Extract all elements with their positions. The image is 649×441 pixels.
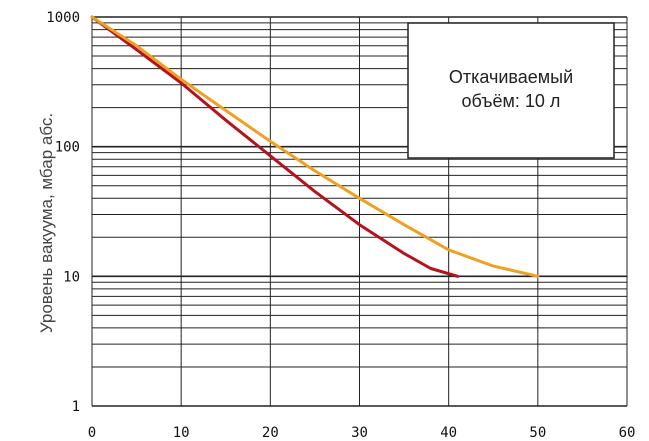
x-tick-label: 50 [529, 425, 546, 441]
y-tick-label: 100 [55, 140, 80, 156]
series-layer [90, 15, 540, 278]
annotation-box: Откачиваемый объём: 10 л [407, 22, 615, 159]
series-line-2 [90, 15, 540, 278]
x-tick-label: 10 [173, 425, 190, 441]
x-tick-label: 60 [619, 425, 636, 441]
x-axis-ticks: 0 10 20 30 40 50 60 [88, 425, 636, 441]
x-tick-label: 40 [440, 425, 457, 441]
y-axis-label: Уровень вакуума, мбар абс. [37, 113, 56, 333]
x-tick-label: 0 [88, 425, 96, 441]
annotation-line-1: Откачиваемый [449, 67, 573, 87]
y-axis-ticks: 1 10 100 1000 [46, 10, 80, 415]
series-line-1 [90, 15, 460, 278]
x-tick-label: 30 [351, 425, 368, 441]
x-tick-label: 20 [262, 425, 279, 441]
y-tick-label: 10 [63, 269, 80, 285]
annotation-frame [407, 22, 615, 159]
annotation-line-2: объём: 10 л [462, 91, 561, 111]
y-tick-label: 1000 [46, 10, 80, 26]
y-tick-label: 1 [72, 399, 80, 415]
